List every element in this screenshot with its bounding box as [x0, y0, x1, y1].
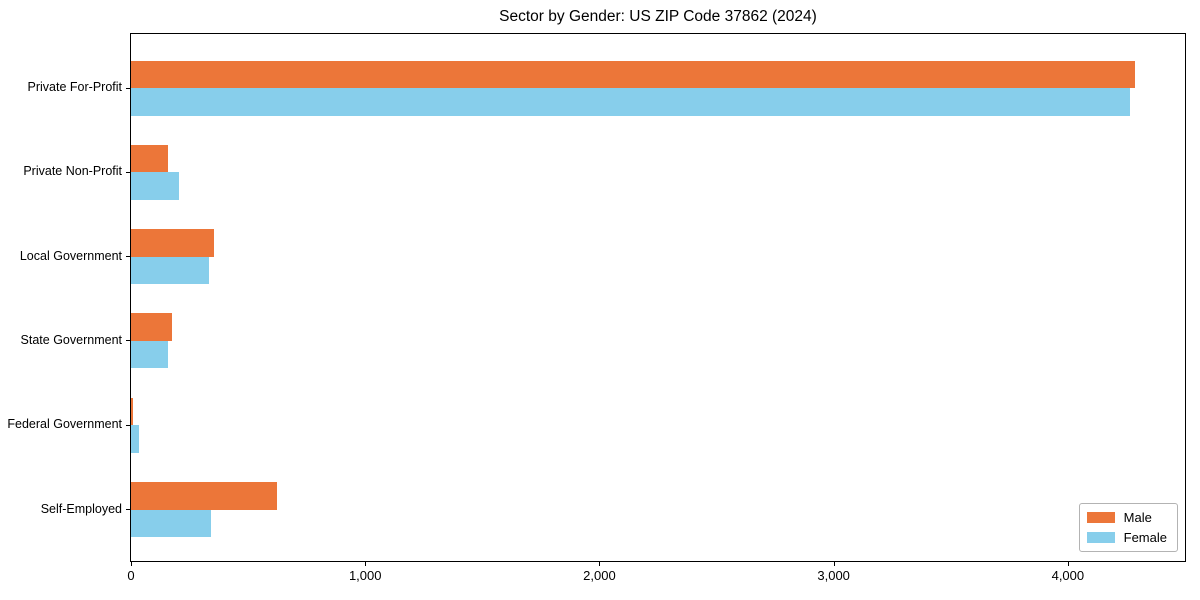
legend-item-female: Female: [1086, 530, 1167, 545]
y-tick-label-federal-government: Federal Government: [7, 417, 122, 432]
bar-female-state-government: [131, 340, 169, 369]
x-tick-label-1-000: 1,000: [348, 568, 382, 583]
bar-male-federal-government: [131, 397, 133, 426]
legend-item-male: Male: [1086, 510, 1167, 525]
bar-female-self-employed: [131, 509, 211, 537]
bar-male-local-government: [131, 229, 215, 257]
plot-area: Male Female: [126, 33, 1186, 562]
x-tick-mark: [599, 562, 601, 566]
x-tick-mark: [365, 562, 367, 566]
y-tick-mark: [126, 340, 130, 342]
bar-male-private-non-profit: [131, 144, 168, 173]
y-tick-label-state-government: State Government: [20, 332, 122, 347]
y-tick-label-private-for-profit: Private For-Profit: [27, 80, 122, 94]
legend-label-male: Male: [1123, 510, 1152, 525]
y-tick-label-local-government: Local Government: [19, 248, 122, 263]
bar-male-private-for-profit: [131, 60, 1135, 88]
y-tick-label-private-non-profit: Private Non-Profit: [23, 164, 122, 179]
x-axis: 0 1,000 2,000 3,000 4,000: [127, 562, 1186, 592]
y-tick-mark: [126, 87, 130, 89]
legend-swatch-female: [1086, 532, 1115, 543]
bar-male-self-employed: [131, 482, 277, 510]
y-tick-mark: [126, 171, 130, 173]
bar-male-state-government: [131, 313, 172, 341]
legend-label-female: Female: [1123, 530, 1167, 545]
x-tick-mark: [833, 562, 835, 566]
x-tick-label-2-000: 2,000: [583, 568, 616, 583]
x-tick-label-4-000: 4,000: [1051, 568, 1085, 583]
chart-title: Sector by Gender: US ZIP Code 37862 (202…: [499, 8, 817, 25]
legend-swatch-male: [1086, 512, 1115, 523]
x-tick-mark: [1067, 562, 1069, 566]
y-tick-mark: [126, 509, 130, 510]
legend: Male Female: [1078, 503, 1178, 552]
x-tick-label-3-000: 3,000: [817, 568, 850, 583]
bar-female-private-non-profit: [131, 172, 180, 200]
bar-female-local-government: [131, 256, 210, 285]
y-axis-labels: Private For-Profit Private Non-Profit Loca…: [0, 33, 122, 562]
x-tick-mark: [131, 562, 132, 566]
x-tick-label-0: 0: [127, 568, 135, 583]
bar-female-federal-government: [131, 425, 139, 453]
y-tick-mark: [126, 256, 130, 258]
y-tick-mark: [126, 424, 130, 426]
bar-female-private-for-profit: [131, 88, 1130, 116]
y-tick-label-self-employed: Self-Employed: [40, 501, 122, 516]
